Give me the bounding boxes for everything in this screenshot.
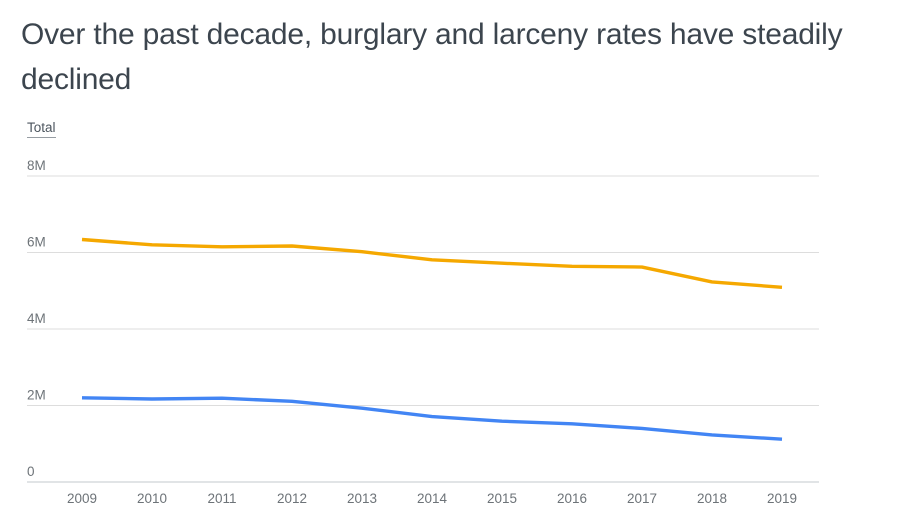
x-tick-label-2011: 2011: [207, 491, 236, 506]
chart-title: Over the past decade, burglary and larce…: [21, 18, 843, 97]
legend-tab-total[interactable]: Total: [27, 120, 56, 138]
y-tick-label-0: 0: [27, 464, 35, 479]
x-tick-label-2015: 2015: [487, 491, 517, 506]
x-tick-label-2009: 2009: [67, 491, 97, 506]
x-tick-label-2013: 2013: [347, 491, 377, 506]
y-tick-label-8M: 8M: [27, 158, 46, 173]
x-tick-label-2010: 2010: [137, 491, 167, 506]
larceny-line: [81, 237, 783, 290]
x-tick-label-2014: 2014: [417, 491, 448, 506]
y-tick-label-2M: 2M: [27, 388, 46, 403]
y-tick-label-4M: 4M: [27, 311, 46, 326]
y-tick-label-6M: 6M: [27, 235, 46, 250]
x-tick-label-2017: 2017: [627, 491, 657, 506]
burglary-line: [81, 396, 783, 441]
x-tick-label-2018: 2018: [697, 491, 727, 506]
x-tick-label-2016: 2016: [557, 491, 587, 506]
x-tick-label-2019: 2019: [767, 491, 797, 506]
x-tick-label-2012: 2012: [277, 491, 307, 506]
legend-tab-label: Total: [27, 120, 56, 135]
